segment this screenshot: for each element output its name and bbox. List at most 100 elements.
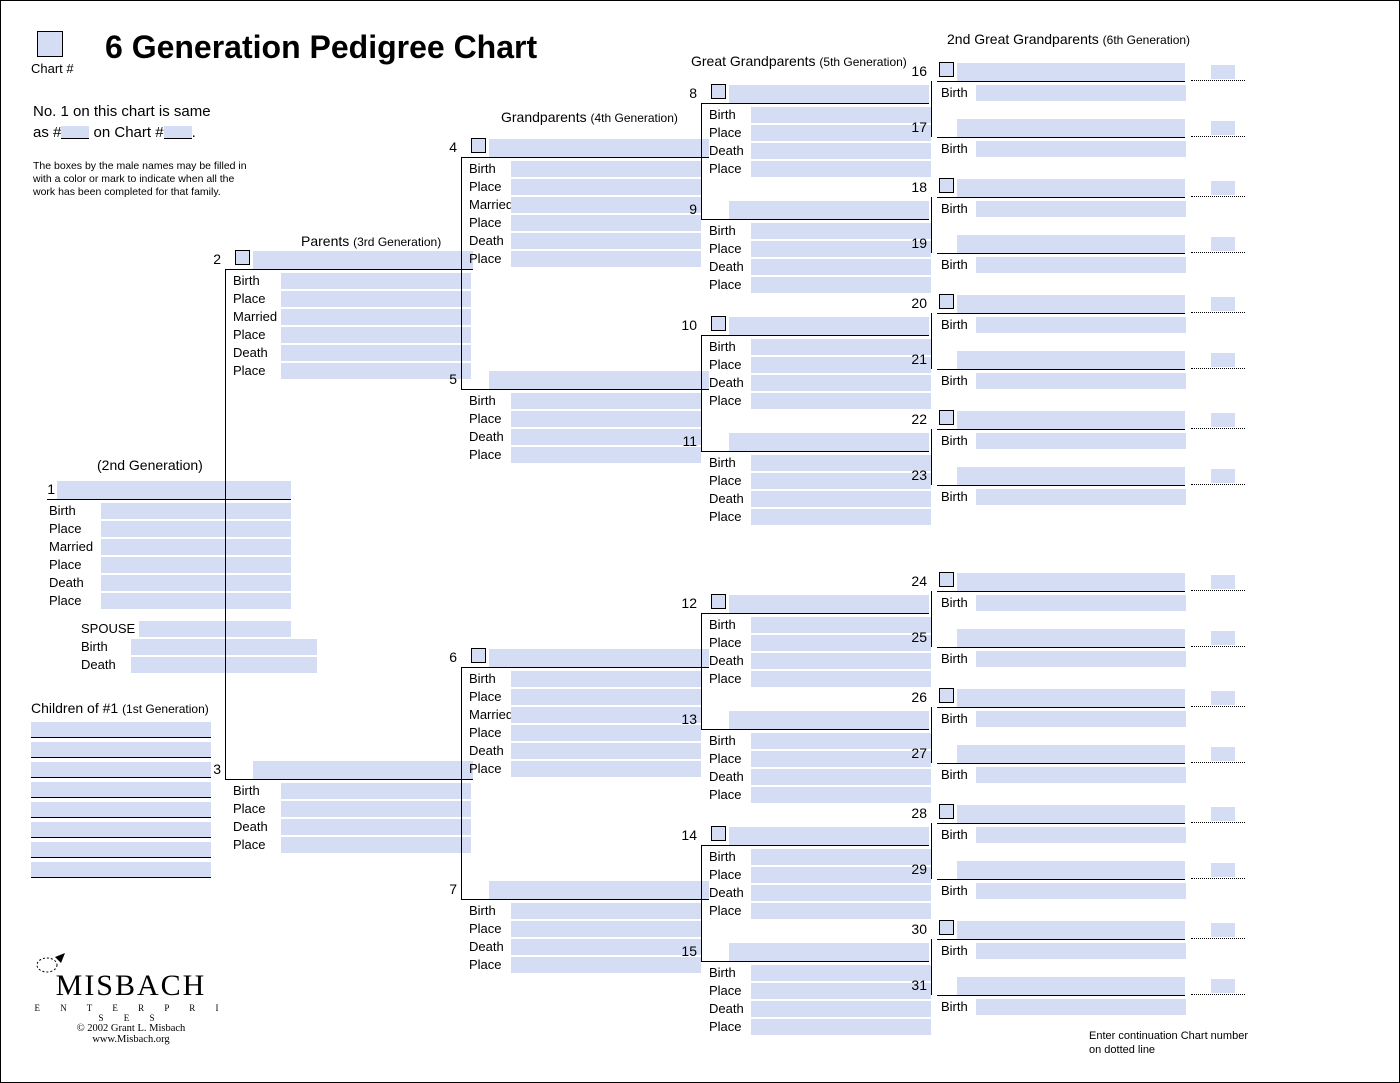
person-6-name[interactable]	[489, 649, 709, 667]
person-9-birth-field[interactable]	[751, 223, 931, 239]
person-29-name[interactable]	[957, 861, 1185, 879]
child-2-name[interactable]	[31, 742, 211, 757]
person-7-name[interactable]	[489, 881, 709, 899]
person-4-married-field[interactable]	[511, 197, 701, 213]
person-10-place-field[interactable]	[751, 357, 931, 373]
same-as-chart-field[interactable]	[164, 126, 192, 139]
person-27-birth-field[interactable]	[976, 767, 1186, 783]
person-23-name[interactable]	[957, 467, 1185, 485]
person-31-continuation-chart[interactable]	[1211, 979, 1235, 993]
child-5-name[interactable]	[31, 802, 211, 817]
person-5-name[interactable]	[489, 371, 709, 389]
person-14-birth-field[interactable]	[751, 849, 931, 865]
person-3-death-field[interactable]	[281, 819, 471, 835]
person-13-place-field[interactable]	[751, 751, 931, 767]
person-1-name[interactable]	[57, 481, 291, 499]
person-28-checkbox[interactable]	[939, 804, 954, 819]
person-13-death-field[interactable]	[751, 769, 931, 785]
person-10-death-field[interactable]	[751, 375, 931, 391]
person-28-birth-field[interactable]	[976, 827, 1186, 843]
person-23-birth-field[interactable]	[976, 489, 1186, 505]
person-15-place-field[interactable]	[751, 983, 931, 999]
person-18-name[interactable]	[957, 179, 1185, 197]
person-6-death-field[interactable]	[511, 743, 701, 759]
person-29-birth-field[interactable]	[976, 883, 1186, 899]
person-4-death-field[interactable]	[511, 233, 701, 249]
person-17-birth-field[interactable]	[976, 141, 1186, 157]
person-1-death-field[interactable]	[101, 575, 291, 591]
person-4-place-field[interactable]	[511, 179, 701, 195]
person-24-name[interactable]	[957, 573, 1185, 591]
person-7-birth-field[interactable]	[511, 903, 701, 919]
person-12-place-field[interactable]	[751, 671, 931, 687]
person-10-birth-field[interactable]	[751, 339, 931, 355]
spouse-death-field[interactable]	[131, 657, 317, 673]
person-16-birth-field[interactable]	[976, 85, 1186, 101]
chart-number-box-large[interactable]	[37, 31, 63, 57]
person-18-continuation-chart[interactable]	[1211, 181, 1235, 195]
person-28-continuation-chart[interactable]	[1211, 807, 1235, 821]
person-14-death-field[interactable]	[751, 885, 931, 901]
person-1-place-field[interactable]	[101, 593, 291, 609]
child-1-name[interactable]	[31, 722, 211, 737]
person-2-name[interactable]	[253, 251, 473, 269]
same-as-number-field[interactable]	[61, 126, 89, 139]
child-6-name[interactable]	[31, 822, 211, 837]
person-4-place-field[interactable]	[511, 215, 701, 231]
person-11-place-field[interactable]	[751, 473, 931, 489]
person-30-name[interactable]	[957, 921, 1185, 939]
person-8-place-field[interactable]	[751, 161, 931, 177]
person-8-death-field[interactable]	[751, 143, 931, 159]
person-25-continuation-chart[interactable]	[1211, 631, 1235, 645]
person-14-place-field[interactable]	[751, 903, 931, 919]
person-19-birth-field[interactable]	[976, 257, 1186, 273]
person-5-place-field[interactable]	[511, 411, 701, 427]
person-18-checkbox[interactable]	[939, 178, 954, 193]
person-21-continuation-chart[interactable]	[1211, 353, 1235, 367]
child-8-name[interactable]	[31, 862, 211, 877]
person-13-birth-field[interactable]	[751, 733, 931, 749]
person-13-place-field[interactable]	[751, 787, 931, 803]
person-24-birth-field[interactable]	[976, 595, 1186, 611]
person-16-checkbox[interactable]	[939, 62, 954, 77]
person-5-place-field[interactable]	[511, 447, 701, 463]
person-9-name[interactable]	[729, 201, 929, 219]
person-8-birth-field[interactable]	[751, 107, 931, 123]
person-23-continuation-chart[interactable]	[1211, 469, 1235, 483]
person-25-birth-field[interactable]	[976, 651, 1186, 667]
person-29-continuation-chart[interactable]	[1211, 863, 1235, 877]
person-5-birth-field[interactable]	[511, 393, 701, 409]
person-12-death-field[interactable]	[751, 653, 931, 669]
person-12-checkbox[interactable]	[711, 594, 726, 609]
person-30-checkbox[interactable]	[939, 920, 954, 935]
person-6-place-field[interactable]	[511, 725, 701, 741]
person-19-name[interactable]	[957, 235, 1185, 253]
person-8-name[interactable]	[729, 85, 929, 103]
person-6-place-field[interactable]	[511, 689, 701, 705]
person-18-birth-field[interactable]	[976, 201, 1186, 217]
child-7-name[interactable]	[31, 842, 211, 857]
person-11-name[interactable]	[729, 433, 929, 451]
person-2-birth-field[interactable]	[281, 273, 471, 289]
person-31-birth-field[interactable]	[976, 999, 1186, 1015]
person-1-married-field[interactable]	[101, 539, 291, 555]
person-22-checkbox[interactable]	[939, 410, 954, 425]
person-17-continuation-chart[interactable]	[1211, 121, 1235, 135]
person-21-name[interactable]	[957, 351, 1185, 369]
person-14-place-field[interactable]	[751, 867, 931, 883]
person-9-place-field[interactable]	[751, 241, 931, 257]
person-1-place-field[interactable]	[101, 557, 291, 573]
person-6-place-field[interactable]	[511, 761, 701, 777]
person-1-birth-field[interactable]	[101, 503, 291, 519]
person-7-place-field[interactable]	[511, 957, 701, 973]
spouse-birth-field[interactable]	[131, 639, 317, 655]
person-16-continuation-chart[interactable]	[1211, 65, 1235, 79]
person-10-place-field[interactable]	[751, 393, 931, 409]
person-20-checkbox[interactable]	[939, 294, 954, 309]
person-2-checkbox[interactable]	[235, 250, 250, 265]
person-28-name[interactable]	[957, 805, 1185, 823]
person-27-name[interactable]	[957, 745, 1185, 763]
person-30-birth-field[interactable]	[976, 943, 1186, 959]
person-17-name[interactable]	[957, 119, 1185, 137]
person-15-birth-field[interactable]	[751, 965, 931, 981]
